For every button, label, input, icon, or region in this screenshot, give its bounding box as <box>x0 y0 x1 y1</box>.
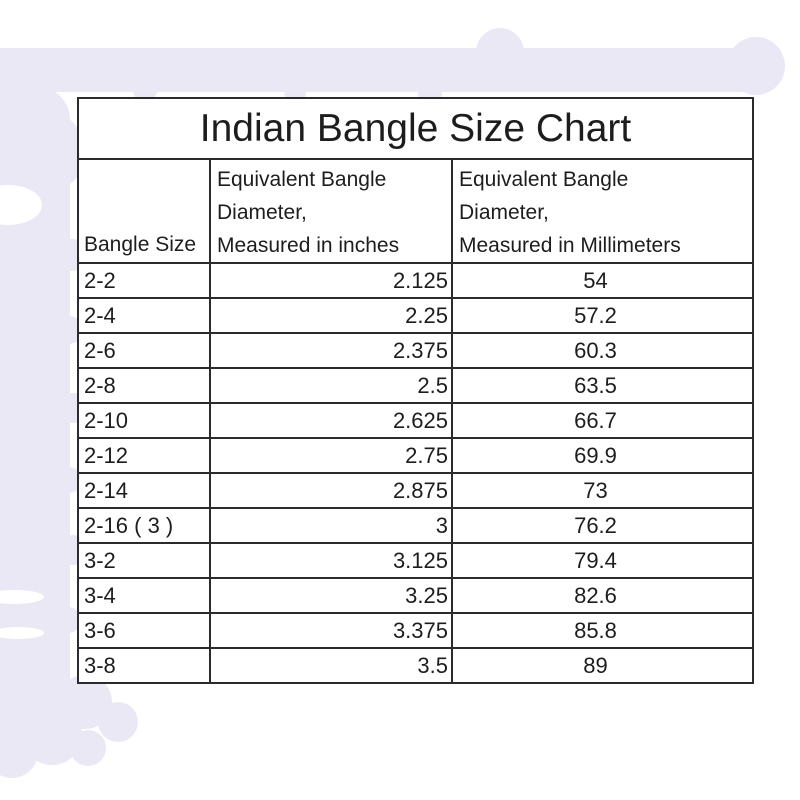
cell-diameter-inches: 2.375 <box>211 334 453 367</box>
watermark-white-notches <box>0 185 44 639</box>
header-line: Bangle Size <box>84 233 197 256</box>
table-row: 2-16 ( 3 ) 3 76.2 <box>79 509 752 544</box>
cell-bangle-size: 2-2 <box>79 264 211 297</box>
table-row: 2-10 2.625 66.7 <box>79 404 752 439</box>
cell-diameter-millimeters: 54 <box>583 267 608 293</box>
cell-bangle-size: 3-4 <box>79 579 211 612</box>
cell-diameter-millimeters: 79.4 <box>574 547 617 573</box>
cell-diameter-inches: 3.5 <box>211 649 453 682</box>
table-row: 2-14 2.875 73 <box>79 474 752 509</box>
header-line: Measured in inches <box>217 234 400 257</box>
cell-diameter-inches: 2.625 <box>211 404 453 437</box>
table-row: 3-8 3.5 89 <box>79 649 752 682</box>
cell-diameter-millimeters: 66.7 <box>574 407 617 433</box>
bangle-size-chart: Indian Bangle Size Chart Bangle Size Equ… <box>77 97 754 684</box>
cell-diameter-millimeters: 73 <box>583 477 608 503</box>
cell-bangle-size: 2-16 ( 3 ) <box>79 509 211 542</box>
cell-bangle-size: 2-14 <box>79 474 211 507</box>
cell-diameter-millimeters: 57.2 <box>574 302 617 328</box>
table-row: 2-4 2.25 57.2 <box>79 299 752 334</box>
cell-diameter-millimeters: 69.9 <box>574 442 617 468</box>
cell-diameter-inches: 3.375 <box>211 614 453 647</box>
header-bangle-size: Bangle Size <box>79 160 211 262</box>
table-row: 2-12 2.75 69.9 <box>79 439 752 474</box>
cell-diameter-inches: 2.75 <box>211 439 453 472</box>
cell-bangle-size: 2-12 <box>79 439 211 472</box>
header-diameter-inches: Equivalent Bangle Diameter, Measured in … <box>211 160 453 262</box>
cell-bangle-size: 2-10 <box>79 404 211 437</box>
header-line: Diameter, <box>459 201 549 224</box>
header-diameter-millimeters: Equivalent Bangle Diameter, Measured in … <box>453 160 752 262</box>
table-row: 3-2 3.125 79.4 <box>79 544 752 579</box>
cell-diameter-inches: 2.25 <box>211 299 453 332</box>
header-line: Measured in Millimeters <box>459 234 681 257</box>
cell-diameter-millimeters: 63.5 <box>574 372 617 398</box>
cell-bangle-size: 3-8 <box>79 649 211 682</box>
table-header: Bangle Size Equivalent Bangle Diameter, … <box>79 160 752 264</box>
watermark-shapes <box>0 28 785 778</box>
table-row: 2-6 2.375 60.3 <box>79 334 752 369</box>
cell-bangle-size: 2-6 <box>79 334 211 367</box>
cell-diameter-inches: 3 <box>211 509 453 542</box>
cell-diameter-inches: 2.125 <box>211 264 453 297</box>
cell-diameter-millimeters: 60.3 <box>574 337 617 363</box>
table-row: 2-2 2.125 54 <box>79 264 752 299</box>
chart-title: Indian Bangle Size Chart <box>79 99 752 160</box>
table-row: 3-4 3.25 82.6 <box>79 579 752 614</box>
cell-bangle-size: 2-4 <box>79 299 211 332</box>
cell-diameter-inches: 2.5 <box>211 369 453 402</box>
cell-diameter-inches: 3.125 <box>211 544 453 577</box>
cell-diameter-millimeters: 76.2 <box>574 512 617 538</box>
table-row: 2-8 2.5 63.5 <box>79 369 752 404</box>
table-body: 2-2 2.125 54 2-4 2.25 57.2 2-6 2.375 60.… <box>79 264 752 682</box>
cell-bangle-size: 2-8 <box>79 369 211 402</box>
cell-diameter-millimeters: 85.8 <box>574 617 617 643</box>
cell-diameter-millimeters: 89 <box>583 652 608 678</box>
cell-bangle-size: 3-6 <box>79 614 211 647</box>
cell-diameter-inches: 3.25 <box>211 579 453 612</box>
header-line: Diameter, <box>217 201 307 224</box>
cell-diameter-millimeters: 82.6 <box>574 582 617 608</box>
cell-bangle-size: 3-2 <box>79 544 211 577</box>
header-line: Equivalent Bangle <box>459 168 629 191</box>
cell-diameter-inches: 2.875 <box>211 474 453 507</box>
table-row: 3-6 3.375 85.8 <box>79 614 752 649</box>
header-line: Equivalent Bangle <box>217 168 387 191</box>
